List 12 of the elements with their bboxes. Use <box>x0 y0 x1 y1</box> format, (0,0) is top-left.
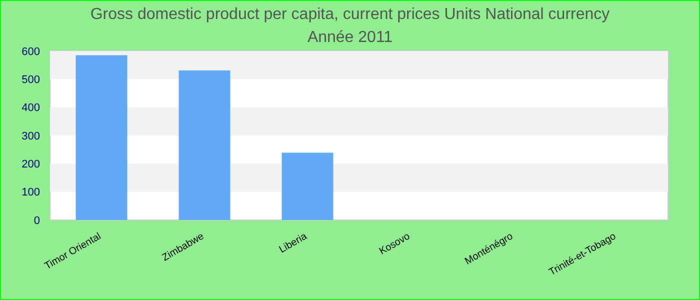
y-tick-label: 0 <box>34 214 40 227</box>
y-tick-label: 600 <box>22 46 40 58</box>
bar <box>282 152 334 220</box>
bar <box>178 70 230 220</box>
chart-subtitle: Année 2011 <box>307 29 393 46</box>
bar <box>76 55 128 220</box>
y-tick-label: 100 <box>22 186 40 199</box>
y-tick-label: 400 <box>22 102 40 114</box>
chart-title: Gross domestic product per capita, current prices Units National currency <box>90 6 610 23</box>
y-tick-label: 300 <box>22 130 40 142</box>
y-tick-label: 500 <box>22 74 40 86</box>
y-tick-label: 200 <box>22 158 40 171</box>
